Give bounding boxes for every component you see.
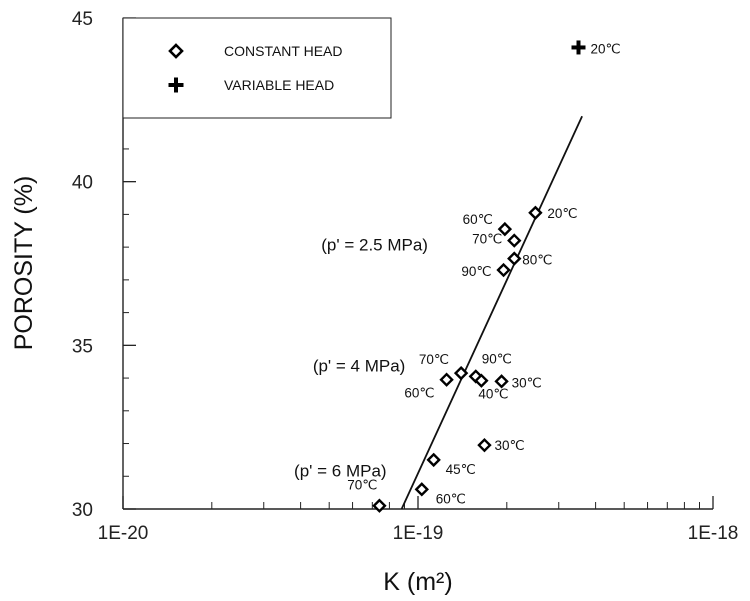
legend-cross-marker xyxy=(168,77,184,93)
point-temperature-label: 45℃ xyxy=(446,462,476,477)
point-temperature-label: 60℃ xyxy=(463,212,493,227)
y-tick-label: 40 xyxy=(72,173,93,194)
constant-head-marker xyxy=(497,221,513,237)
trend-line-group xyxy=(400,115,583,510)
trend-line xyxy=(400,115,583,510)
pressure-annotation: (p' = 6 MPa) xyxy=(294,461,387,480)
legend: CONSTANT HEAD VARIABLE HEAD xyxy=(122,17,392,119)
constant-head-marker xyxy=(439,372,454,387)
constant-head-marker xyxy=(496,262,511,278)
point-temperature-label: 90℃ xyxy=(461,264,491,279)
point-temperature-label: 70℃ xyxy=(472,232,502,247)
constant-head-marker xyxy=(507,233,522,248)
point-temperature-label: 40℃ xyxy=(478,387,508,402)
constant-head-marker xyxy=(528,205,543,220)
legend-box xyxy=(122,17,392,119)
constant-head-marker xyxy=(474,373,489,388)
point-temperature-label: 30℃ xyxy=(494,438,524,453)
point-temperature-label: 20℃ xyxy=(591,41,621,56)
point-temperature-label: 60℃ xyxy=(404,386,434,401)
constant-head-marker xyxy=(494,374,509,389)
point-temperature-label: 70℃ xyxy=(419,352,449,367)
data-point-labels: 20℃ 60℃ 70℃ 80℃ 90℃ 70℃ 90℃ 60℃ 40℃ 30℃ 30℃ 45℃ 60℃ 7… xyxy=(347,41,620,506)
point-temperature-label: 20℃ xyxy=(547,206,577,221)
data-markers xyxy=(372,40,586,513)
x-axis-title: K (m²) xyxy=(383,568,452,596)
x-ticks: 1E-20 1E-19 1E-18 xyxy=(98,496,739,544)
y-tick-label: 35 xyxy=(72,336,93,357)
constant-head-marker xyxy=(414,482,429,497)
point-temperature-label: 60℃ xyxy=(436,491,466,506)
cross-bar-vertical xyxy=(576,40,581,55)
variable-head-marker xyxy=(571,40,586,55)
constant-head-marker xyxy=(477,437,492,453)
pressure-annotation: (p' = 4 MPa) xyxy=(313,357,406,376)
pressure-annotation: (p' = 2.5 MPa) xyxy=(321,235,428,254)
legend-diamond-marker xyxy=(168,43,184,59)
pressure-annotations: (p' = 2.5 MPa) (p' = 4 MPa) (p' = 6 MPa) xyxy=(294,235,428,480)
point-temperature-label: 30℃ xyxy=(512,375,542,390)
legend-label-variable-head: VARIABLE HEAD xyxy=(224,77,334,93)
legend-label-constant-head: CONSTANT HEAD xyxy=(224,43,343,59)
point-temperature-label: 80℃ xyxy=(522,253,552,268)
y-axis-title: POROSITY (%) xyxy=(10,176,38,351)
x-tick-label: 1E-19 xyxy=(393,523,444,544)
y-ticks: 30 35 40 45 xyxy=(72,9,136,521)
constant-head-marker xyxy=(453,365,469,381)
constant-head-marker xyxy=(372,498,387,513)
y-tick-label: 45 xyxy=(72,9,93,30)
x-tick-label: 1E-18 xyxy=(688,523,739,544)
point-temperature-label: 70℃ xyxy=(347,478,377,493)
constant-head-marker xyxy=(507,251,522,266)
point-temperature-label: 90℃ xyxy=(482,351,512,366)
y-tick-label: 30 xyxy=(72,500,93,521)
x-tick-label: 1E-20 xyxy=(98,523,149,544)
constant-head-marker xyxy=(426,452,441,468)
